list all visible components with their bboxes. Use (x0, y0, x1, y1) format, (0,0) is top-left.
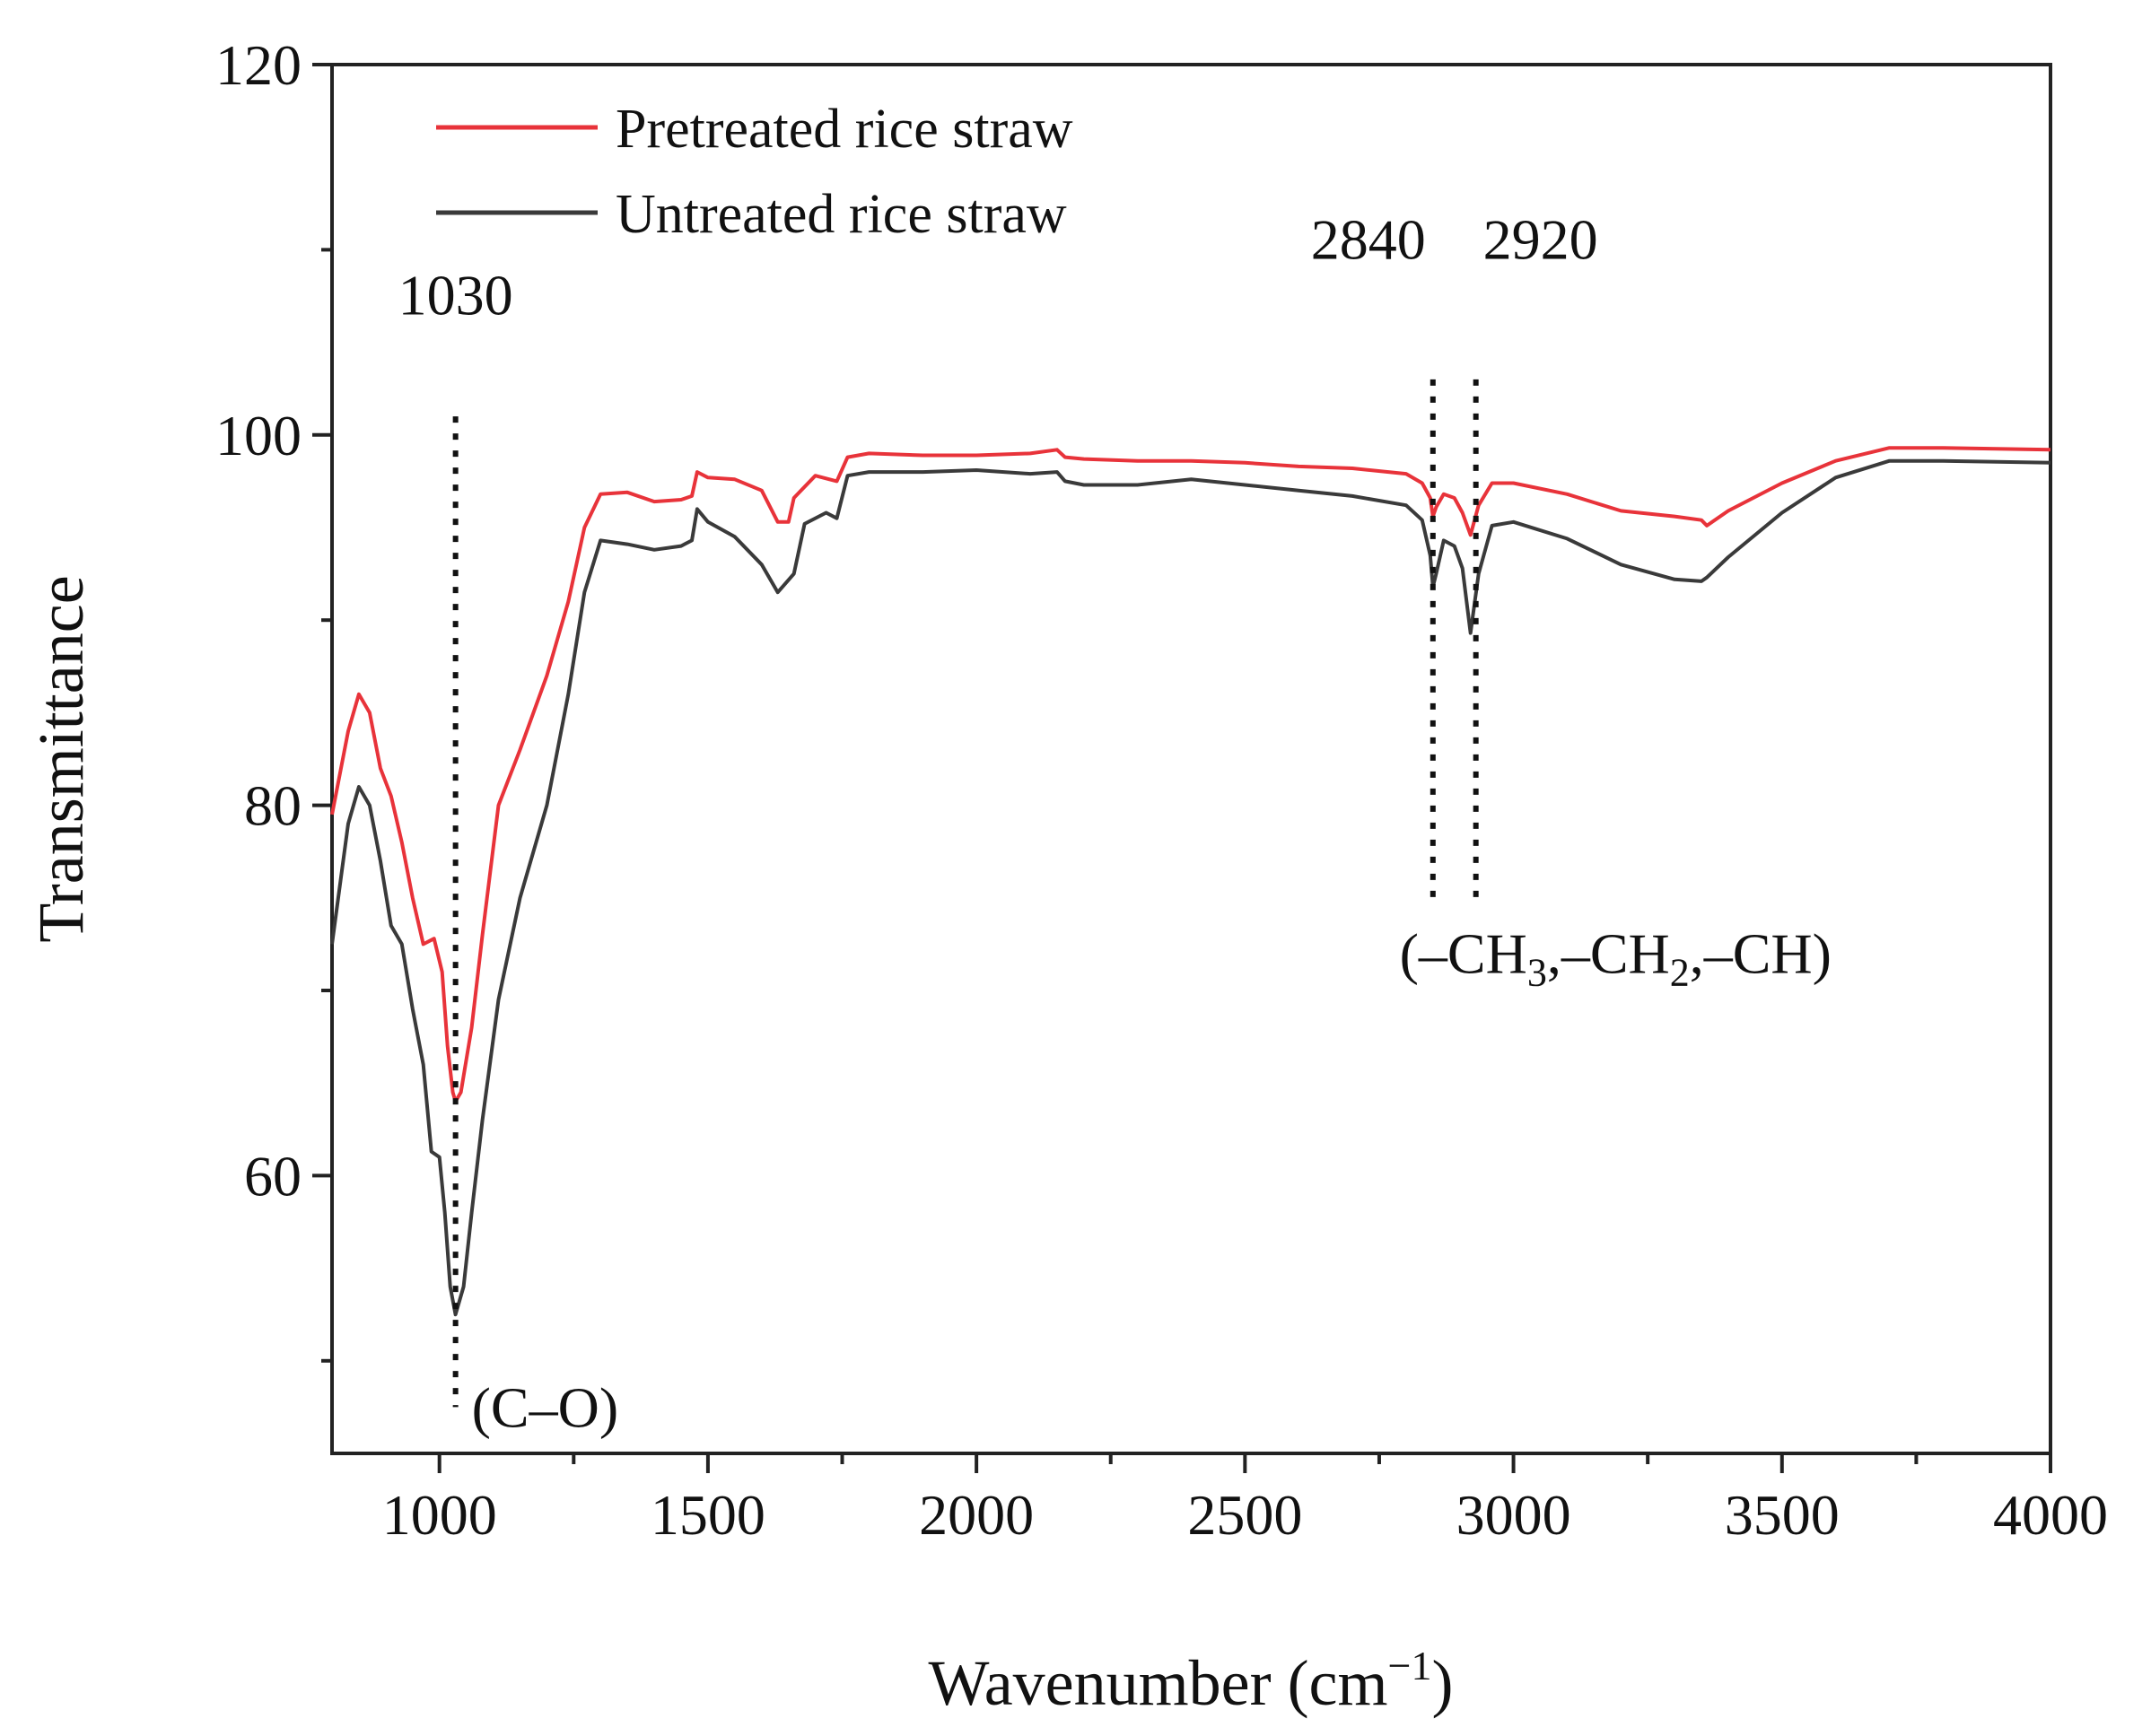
x-tick-label: 3000 (1456, 1483, 1571, 1547)
series-pretreated-rice-straw (330, 446, 2051, 1104)
y-tick-label: 100 (215, 404, 302, 467)
x-tick-label: 3500 (1725, 1483, 1840, 1547)
group-label-c-o: (C–O) (472, 1375, 619, 1439)
legend-label: Pretreated rice straw (616, 99, 1073, 160)
y-tick-label: 60 (244, 1144, 302, 1208)
peak-label-2920: 2920 (1483, 208, 1598, 272)
group-label-part: (–CH (1400, 922, 1527, 986)
subscript: 2 (1670, 951, 1690, 995)
subscript: 3 (1527, 951, 1547, 995)
plot-area (330, 63, 2052, 1455)
series-untreated-rice-straw (330, 458, 2051, 1317)
group-label-part: ,–CH) (1690, 922, 1832, 986)
legend: Pretreated rice straw Untreated rice stra… (436, 99, 1073, 245)
y-tick-label: 120 (215, 33, 302, 97)
series-layer (330, 446, 2051, 1317)
y-axis: 60 80 100 120 (215, 33, 332, 1363)
y-axis-title: Transmittance (25, 575, 97, 942)
x-tick-label: 2500 (1187, 1483, 1302, 1547)
x-axis-title: Wavenumber (cm−1) (929, 1643, 1454, 1719)
x-tick-label: 1500 (651, 1483, 765, 1547)
x-tick-label: 2000 (919, 1483, 1034, 1547)
group-label-ch: (–CH3,–CH2,–CH) (1400, 922, 1832, 995)
x-axis: 1000 1500 2000 2500 3000 3500 4000 (382, 1453, 2108, 1547)
x-tick-label: 1000 (382, 1483, 497, 1547)
legend-label: Untreated rice straw (616, 184, 1067, 245)
group-label-part: ,–CH (1547, 922, 1670, 986)
x-tick-label: 4000 (1993, 1483, 2108, 1547)
annotation-layer: 1030 2840 2920 (C–O) (–CH3,–CH2,–CH) (398, 208, 1832, 1440)
plot-frame (330, 63, 2052, 1455)
peak-label-2840: 2840 (1311, 208, 1426, 272)
y-tick-label: 80 (244, 774, 302, 838)
peak-label-1030: 1030 (398, 264, 513, 327)
